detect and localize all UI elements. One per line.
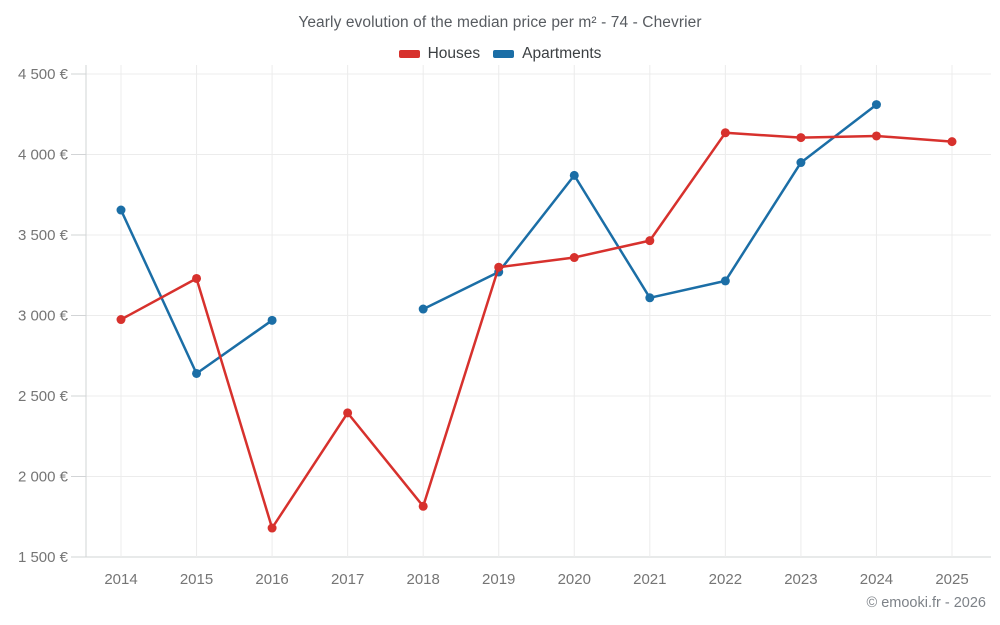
houses-point-2015[interactable]: [192, 273, 202, 283]
apartments-point-2024[interactable]: [871, 100, 881, 110]
houses-point-2014[interactable]: [116, 315, 126, 325]
houses-point-2023[interactable]: [796, 133, 806, 143]
apartments-point-2018[interactable]: [418, 304, 428, 314]
y-tick-label: 4 000 €: [18, 147, 69, 164]
apartments-point-2015[interactable]: [192, 368, 202, 378]
apartments-point-2021[interactable]: [645, 293, 655, 303]
y-tick-label: 3 000 €: [18, 308, 69, 325]
x-tick-label: 2015: [180, 571, 213, 588]
houses-point-2024[interactable]: [871, 131, 881, 141]
y-tick-label: 4 500 €: [18, 66, 69, 83]
x-tick-label: 2025: [935, 571, 968, 588]
apartments-point-2016[interactable]: [267, 315, 277, 325]
houses-point-2025[interactable]: [947, 137, 957, 147]
chart-title: Yearly evolution of the median price per…: [298, 14, 702, 31]
houses-point-2017[interactable]: [343, 408, 353, 418]
legend-item-houses[interactable]: Houses: [398, 45, 481, 63]
x-tick-label: 2023: [784, 571, 817, 588]
x-tick-label: 2017: [331, 571, 364, 588]
legend-label-houses: Houses: [427, 45, 481, 62]
x-tick-label: 2018: [406, 571, 439, 588]
houses-point-2021[interactable]: [645, 236, 655, 246]
x-tick-label: 2014: [104, 571, 137, 588]
apartments-series-swatch: [493, 50, 515, 58]
copyright-watermark: © emooki.fr - 2026: [866, 595, 986, 611]
houses-point-2016[interactable]: [267, 523, 277, 533]
y-tick-label: 3 500 €: [18, 227, 69, 244]
x-tick-label: 2019: [482, 571, 515, 588]
apartments-point-2023[interactable]: [796, 158, 806, 168]
apartments-point-2020[interactable]: [569, 170, 579, 180]
legend-label-apartments: Apartments: [522, 45, 602, 62]
houses-series-swatch: [398, 50, 420, 58]
apartments-point-2014[interactable]: [116, 205, 126, 215]
apartments-point-2022[interactable]: [720, 276, 730, 286]
houses-point-2019[interactable]: [494, 262, 504, 272]
houses-point-2018[interactable]: [418, 501, 428, 511]
chart-legend: Houses Apartments: [0, 45, 1000, 63]
x-tick-label: 2022: [709, 571, 742, 588]
legend-item-apartments[interactable]: Apartments: [493, 45, 601, 63]
houses-point-2020[interactable]: [569, 253, 579, 263]
houses-point-2022[interactable]: [720, 128, 730, 138]
x-tick-label: 2016: [255, 571, 288, 588]
x-tick-label: 2020: [558, 571, 591, 588]
y-tick-label: 2 500 €: [18, 388, 69, 405]
x-tick-label: 2024: [860, 571, 893, 588]
y-tick-label: 2 000 €: [18, 469, 69, 486]
y-tick-label: 1 500 €: [18, 549, 69, 566]
houses-line: [119, 131, 954, 530]
x-tick-label: 2021: [633, 571, 666, 588]
